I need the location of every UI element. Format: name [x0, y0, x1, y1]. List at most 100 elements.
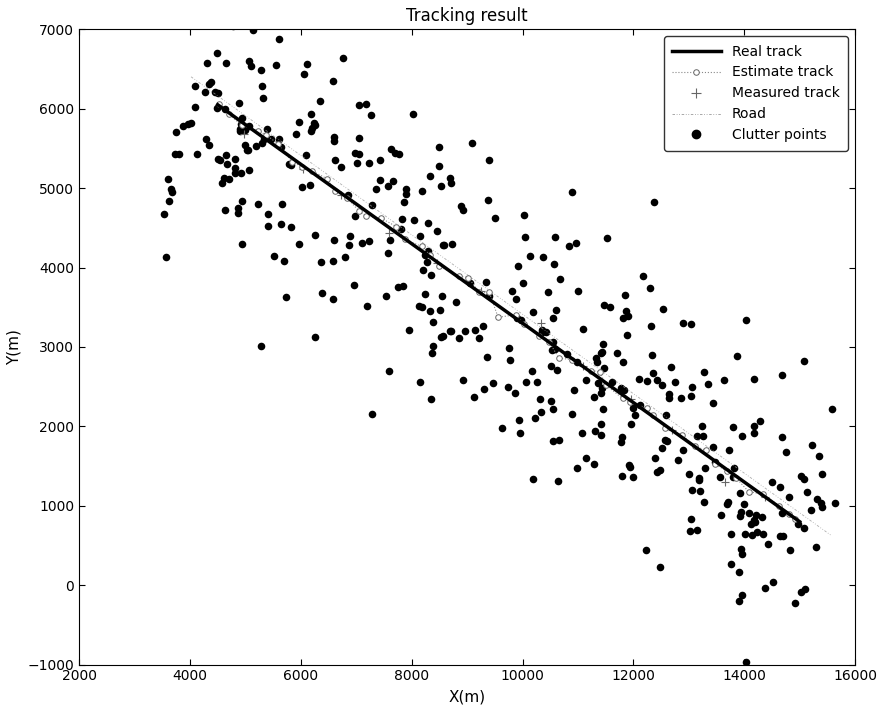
Point	[435, 290, 449, 301]
Point	[546, 336, 560, 348]
Point	[828, 497, 842, 508]
Point	[733, 488, 747, 499]
Point	[430, 257, 444, 269]
Point	[400, 188, 414, 199]
Point	[232, 97, 246, 108]
Point	[650, 466, 664, 477]
Point	[755, 510, 769, 522]
Point	[242, 121, 256, 132]
Point	[526, 473, 540, 484]
Point	[241, 144, 255, 156]
Point	[202, 139, 216, 151]
Point	[304, 125, 318, 137]
Point	[342, 239, 356, 250]
Point	[295, 181, 309, 192]
Point	[365, 408, 379, 419]
Point	[234, 119, 248, 130]
Point	[482, 155, 496, 166]
Point	[674, 392, 688, 404]
Point	[626, 402, 640, 414]
Point	[442, 326, 456, 337]
Point	[690, 524, 704, 535]
Point	[720, 497, 735, 508]
Point	[743, 507, 757, 518]
Point	[727, 463, 741, 474]
Point	[237, 128, 251, 139]
Point	[274, 218, 288, 230]
Point	[455, 204, 469, 215]
Point	[539, 326, 553, 338]
Point	[477, 384, 492, 395]
Point	[691, 472, 705, 483]
Point	[534, 407, 548, 418]
Point	[395, 280, 409, 292]
Point	[211, 87, 225, 99]
Point	[168, 148, 182, 159]
Point	[739, 656, 753, 667]
Point	[748, 516, 762, 528]
Point	[812, 450, 826, 461]
Point	[261, 208, 275, 219]
Point	[165, 186, 179, 198]
Point	[570, 462, 584, 474]
Point	[305, 122, 319, 134]
Point	[373, 154, 387, 166]
Point	[381, 247, 395, 259]
Point	[480, 351, 494, 363]
Point	[570, 356, 584, 368]
Point	[228, 154, 242, 165]
Point	[338, 252, 352, 263]
Point	[701, 378, 715, 390]
Point	[256, 92, 271, 104]
Point	[676, 317, 690, 328]
Point	[385, 175, 400, 186]
Point	[388, 148, 402, 159]
Point	[314, 257, 328, 268]
Point	[735, 589, 749, 600]
Point	[636, 270, 650, 282]
Point	[216, 177, 230, 188]
Point	[535, 326, 549, 337]
Point	[393, 223, 408, 235]
Point	[392, 148, 406, 159]
Point	[691, 474, 705, 486]
Point	[713, 510, 728, 521]
Point	[416, 264, 431, 276]
Point	[588, 425, 602, 437]
Title: Tracking result: Tracking result	[407, 7, 528, 25]
Point	[362, 235, 377, 247]
Point	[423, 306, 437, 317]
Point	[353, 132, 367, 144]
Point	[814, 502, 828, 513]
Point	[696, 421, 710, 432]
Point	[176, 120, 190, 132]
Point	[618, 289, 632, 301]
Point	[609, 347, 623, 358]
Point	[235, 238, 249, 250]
Point	[284, 221, 298, 232]
Point	[797, 522, 812, 533]
Point	[548, 343, 562, 355]
Point	[698, 462, 713, 474]
Point	[164, 183, 178, 195]
Point	[593, 429, 607, 441]
Point	[533, 393, 547, 405]
Point	[369, 183, 383, 195]
Point	[586, 459, 600, 470]
Point	[384, 143, 398, 154]
Point	[430, 225, 444, 237]
Point	[308, 117, 322, 129]
Point	[247, 24, 261, 36]
Point	[621, 310, 635, 321]
Point	[512, 414, 526, 425]
Point	[436, 330, 450, 341]
Point	[217, 172, 231, 183]
Point	[365, 200, 379, 211]
Point	[327, 132, 341, 143]
Point	[717, 374, 731, 385]
Point	[343, 231, 357, 242]
Point	[516, 210, 530, 221]
Point	[272, 33, 286, 45]
Point	[188, 80, 202, 92]
Point	[412, 300, 426, 311]
